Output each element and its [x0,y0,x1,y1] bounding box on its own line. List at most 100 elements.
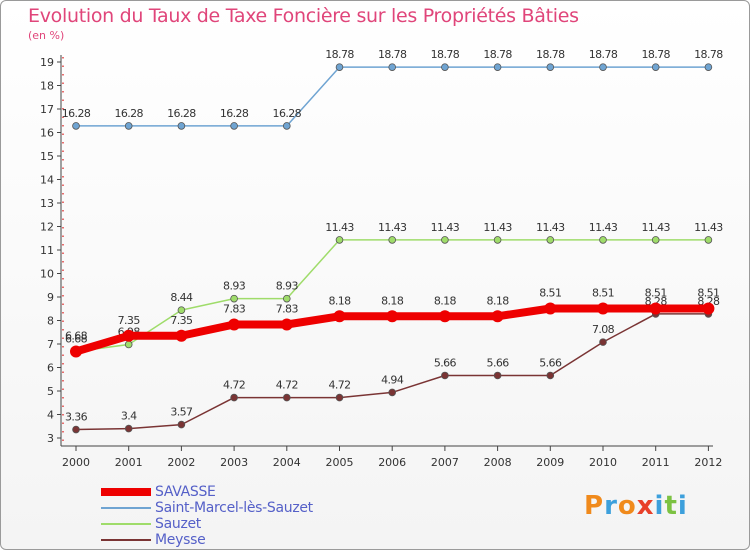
logo-letter: x [636,491,655,521]
data-label-saint-marcel-l-s-sauzet: 16.28 [62,107,91,120]
logo-letter: t [664,491,678,521]
x-tick-label: 2002 [167,456,195,469]
data-point-saint-marcel-l-s-sauzet [651,63,660,71]
data-point-sauzet [704,236,713,244]
data-point-saint-marcel-l-s-sauzet [441,63,449,71]
data-label-sauzet: 8.44 [170,291,193,304]
data-point-saint-marcel-l-s-sauzet [282,122,291,130]
data-point-savasse [491,310,504,323]
data-point-sauzet [230,294,238,303]
data-point-meysse [72,425,80,434]
data-point-meysse [546,371,555,380]
data-label-meysse: 4.72 [328,379,350,392]
legend-swatch-savasse [101,488,151,496]
data-point-sauzet [599,236,607,244]
data-point-sauzet [335,236,344,244]
x-tick-label: 2011 [642,456,670,469]
data-point-savasse [333,310,346,323]
data-label-sauzet: 11.43 [431,221,460,234]
y-tick-label: 12 [40,221,54,234]
data-point-savasse [544,302,557,315]
logo-letter: i [677,491,688,521]
data-label-savasse: 8.18 [434,294,457,307]
data-label-savasse: 8.51 [697,287,719,300]
data-label-meysse: 7.08 [592,323,615,336]
data-label-savasse: 8.51 [645,287,667,300]
data-point-sauzet [282,294,291,303]
data-label-meysse: 5.66 [487,356,510,369]
x-tick-label: 2004 [273,456,301,469]
data-label-savasse: 7.35 [118,314,141,327]
legend-label-sauzet: Sauzet [155,516,201,532]
legend-swatch-saint-marcel-l-s-sauzet [101,507,151,509]
data-point-meysse [282,393,291,402]
data-label-savasse: 6.68 [65,330,88,343]
data-label-sauzet: 11.43 [378,221,407,234]
y-tick-label: 18 [40,80,54,93]
data-label-saint-marcel-l-s-sauzet: 18.78 [641,48,670,61]
data-point-savasse [70,345,82,358]
data-point-meysse [124,424,133,433]
legend-item-meysse: Meysse [101,532,313,548]
data-point-savasse [438,310,451,323]
data-label-sauzet: 11.43 [694,221,723,234]
y-tick-label: 16 [40,127,54,140]
data-point-sauzet [651,236,660,244]
y-tick-label: 14 [40,174,54,187]
chart-title: Evolution du Taux de Taxe Foncière sur l… [28,5,579,27]
data-point-saint-marcel-l-s-sauzet [704,63,713,71]
data-label-savasse: 8.18 [487,294,510,307]
data-label-meysse: 4.72 [223,379,245,392]
data-label-saint-marcel-l-s-sauzet: 18.78 [483,48,512,61]
data-label-savasse: 8.18 [328,294,351,307]
legend-swatch-meysse [101,539,151,541]
data-label-meysse: 4.72 [276,379,298,392]
data-point-saint-marcel-l-s-sauzet [546,63,555,71]
data-label-sauzet: 11.43 [483,221,512,234]
logo-letter: P [584,491,605,521]
x-tick-label: 2012 [694,456,722,469]
data-label-saint-marcel-l-s-sauzet: 18.78 [431,48,460,61]
y-tick-label: 19 [40,56,54,69]
chart-unit-label: (en %) [28,29,65,42]
data-label-savasse: 7.83 [276,302,299,315]
legend-label-savasse: SAVASSE [155,484,216,500]
data-point-savasse [228,318,241,331]
x-tick-label: 2010 [589,456,617,469]
data-label-savasse: 8.18 [381,294,404,307]
data-point-meysse [230,393,238,402]
x-tick-label: 2003 [220,456,248,469]
data-point-savasse [597,302,609,315]
x-tick-label: 2001 [115,456,143,469]
data-point-saint-marcel-l-s-sauzet [335,63,344,71]
y-tick-label: 10 [40,268,54,281]
data-point-meysse [177,420,186,429]
data-point-savasse [280,318,293,331]
y-tick-label: 3 [47,432,54,445]
data-label-sauzet: 11.43 [589,221,618,234]
x-tick-label: 2000 [62,456,90,469]
data-label-meysse: 3.36 [65,411,88,424]
data-point-meysse [493,371,502,380]
y-tick-label: 13 [40,197,54,210]
data-point-meysse [599,338,607,346]
y-tick-label: 8 [47,315,54,328]
x-tick-label: 2009 [536,456,564,469]
x-tick-label: 2007 [431,456,459,469]
x-tick-label: 2005 [326,456,354,469]
y-tick-label: 15 [40,150,54,163]
data-point-sauzet [388,236,397,244]
data-label-meysse: 4.94 [381,373,404,386]
y-tick-label: 4 [47,409,54,422]
data-label-sauzet: 11.43 [325,221,354,234]
legend-item-saint-marcel-l-s-sauzet: Saint-Marcel-lès-Sauzet [101,500,313,516]
data-point-savasse [702,302,715,315]
y-tick-label: 5 [47,385,54,398]
y-tick-label: 9 [47,291,54,304]
data-label-saint-marcel-l-s-sauzet: 18.78 [378,48,407,61]
data-label-savasse: 8.51 [539,287,561,300]
data-label-saint-marcel-l-s-sauzet: 16.28 [167,107,196,120]
data-label-sauzet: 11.43 [536,221,565,234]
data-point-savasse [175,329,188,342]
